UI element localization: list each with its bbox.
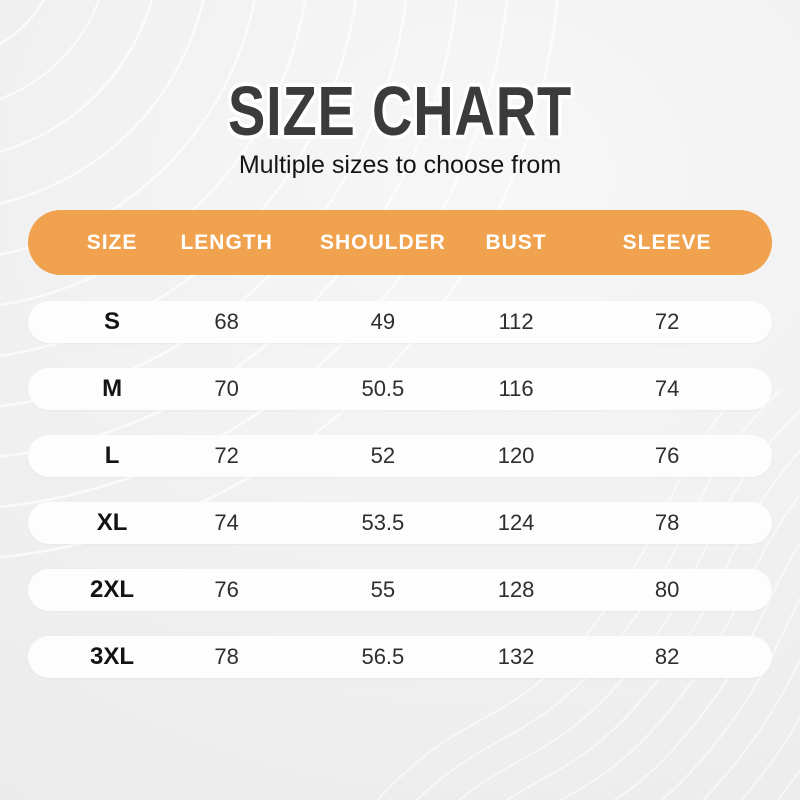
table-body: S 68 49 112 72 M 70 50.5 116 74 L 72 52 … (28, 301, 772, 678)
size-cell: L (104, 442, 120, 469)
bust-cell: 120 (497, 443, 535, 468)
length-cell: 74 (214, 510, 239, 535)
size-table: SIZE LENGTH SHOULDER BUST SLEEVE S 68 49… (28, 210, 772, 703)
column-header-shoulder: SHOULDER (319, 230, 446, 254)
bust-cell: 132 (497, 644, 535, 669)
bust-cell: 112 (498, 309, 534, 334)
length-cell: 78 (214, 644, 239, 669)
table-header-row: SIZE LENGTH SHOULDER BUST SLEEVE (28, 210, 772, 275)
length-cell: 70 (214, 376, 239, 401)
column-header-bust: BUST (485, 230, 547, 254)
table-row-3xl: 3XL 78 56.5 132 82 (28, 636, 772, 678)
sleeve-cell: 80 (654, 577, 680, 602)
shoulder-cell: 52 (370, 443, 396, 468)
size-cell: XL (96, 509, 128, 536)
shoulder-cell: 56.5 (361, 644, 405, 669)
table-row-m: M 70 50.5 116 74 (28, 368, 772, 410)
sleeve-cell: 82 (654, 644, 680, 669)
table-row-s: S 68 49 112 72 (28, 301, 772, 343)
sleeve-cell: 72 (654, 309, 680, 334)
size-cell: S (104, 308, 121, 335)
bust-cell: 116 (498, 376, 534, 401)
bust-cell: 124 (497, 510, 535, 535)
page-title: SIZE CHART (228, 72, 572, 150)
shoulder-cell: 50.5 (361, 376, 405, 401)
length-cell: 68 (214, 309, 239, 334)
size-cell: 3XL (90, 643, 135, 670)
length-cell: 76 (214, 577, 239, 602)
shoulder-cell: 55 (370, 577, 396, 602)
sleeve-cell: 76 (654, 443, 680, 468)
table-row-l: L 72 52 120 76 (28, 435, 772, 477)
column-header-sleeve: SLEEVE (622, 230, 712, 254)
size-cell: 2XL (90, 576, 135, 603)
size-cell: M (102, 375, 123, 402)
shoulder-cell: 49 (370, 309, 396, 334)
table-row-2xl: 2XL 76 55 128 80 (28, 569, 772, 611)
page-subtitle: Multiple sizes to choose from (238, 151, 562, 179)
header-block: SIZE CHART (0, 76, 800, 146)
length-cell: 72 (214, 443, 239, 468)
table-row-xl: XL 74 53.5 124 78 (28, 502, 772, 544)
sleeve-cell: 78 (654, 510, 680, 535)
shoulder-cell: 53.5 (361, 510, 405, 535)
column-header-length: LENGTH (180, 230, 273, 254)
bust-cell: 128 (497, 577, 535, 602)
column-header-size: SIZE (86, 230, 138, 254)
sleeve-cell: 74 (654, 376, 680, 401)
